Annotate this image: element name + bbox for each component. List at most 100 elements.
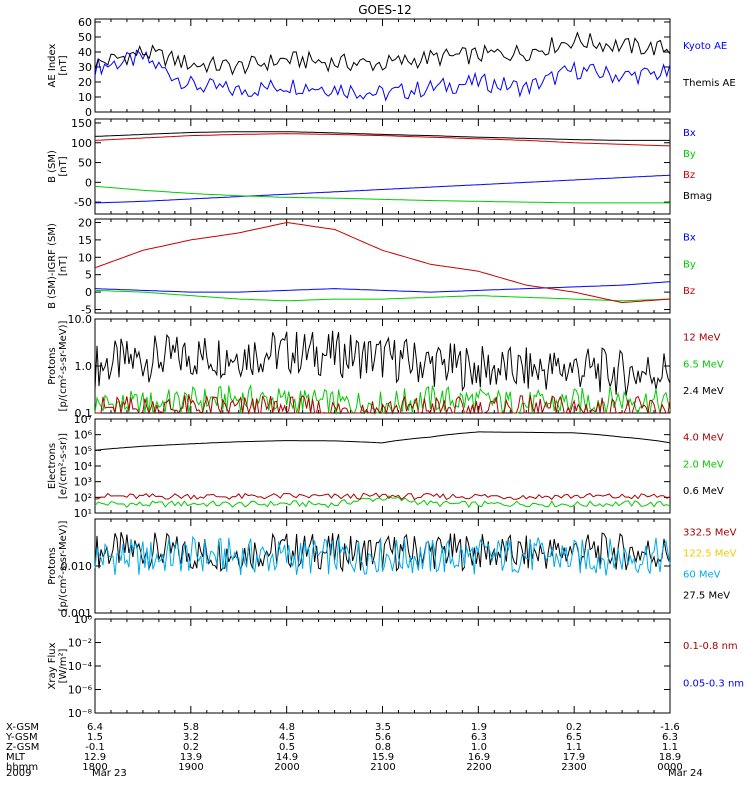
y-axis-label-line: [e/(cm²-s-sr)] [58, 433, 69, 499]
y-axis-label: Xray Flux[W/m²] [47, 642, 69, 689]
y-axis-label-line: Xray Flux [47, 642, 58, 689]
legend-entry: Bz [683, 286, 695, 297]
x-row-value: 12.9 [84, 752, 106, 763]
y-tick-label: 10⁻⁶ [68, 684, 93, 697]
x-row-value: 6.3 [471, 732, 487, 743]
y-axis-label-line: [nT] [58, 156, 69, 176]
y-tick-label: 20 [78, 76, 92, 89]
legend-entry: 332.5 MeV [683, 528, 737, 539]
series-line-bz [94, 221, 671, 304]
y-tick-label: 0.010 [61, 560, 93, 573]
x-axis-table: 2009 Mar 23 Mar 24 X-GSM 6.4 5.8 4.8 3.5 1.9 0… [5, 722, 703, 779]
y-axis-label-line: [W/m²] [58, 648, 69, 683]
series-line-2-4-mev [94, 330, 671, 396]
legend-entry: By [683, 259, 696, 270]
x-row-value: 0.8 [375, 742, 391, 753]
y-tick-label: 10¹ [74, 507, 92, 520]
y-tick-label: 10.0 [68, 313, 93, 326]
y-axis-label: B (SM)[nT] [47, 150, 69, 183]
legend-entry: Bx [683, 128, 696, 139]
panel-frame [94, 618, 671, 714]
y-tick-label: 20 [78, 216, 92, 229]
x-row-value: 1.1 [566, 742, 582, 753]
y-tick-label: 10 [78, 251, 92, 264]
series-line-60-mev [94, 535, 671, 576]
series-line-themis-ae [94, 31, 671, 76]
x-row-value: 3.2 [183, 732, 199, 743]
x-row-value: 0.2 [183, 742, 199, 753]
y-tick-label: 50 [78, 157, 92, 170]
x-row-value: 4.5 [279, 732, 295, 743]
legend-entry: 6.5 MeV [683, 359, 724, 370]
series-line-2-0-mev [94, 495, 671, 509]
y-axis-label: Protons[p/(cm²-s-sr-MeV)] [47, 320, 69, 411]
y-tick-label: 10⁻⁸ [68, 707, 93, 720]
x-row-label: Y-GSM [5, 732, 38, 743]
y-axis-label-line: [p/(cm²-s-sr-MeV)] [58, 520, 69, 611]
series-line-0-6-mev [94, 431, 671, 451]
y-tick-label: 10³ [74, 476, 92, 489]
x-row-value: 0000 [657, 762, 682, 773]
end-date-label: Mar 24 [668, 768, 703, 779]
series-line-4-0-mev [94, 492, 671, 501]
series-line-12-mev [95, 394, 671, 415]
x-row-value: 6.3 [662, 732, 678, 743]
y-tick-label: 50 [78, 31, 92, 44]
y-axis-label: B (SM)-IGRF (SM)[nT] [47, 223, 69, 309]
legend-entry: Kyoto AE [683, 41, 727, 52]
y-axis-label-line: [p/(cm²-s-sr-MeV)] [58, 320, 69, 411]
y-tick-label: 60 [78, 16, 92, 29]
series-line-by [94, 185, 670, 204]
x-row-value: 5.6 [375, 732, 391, 743]
year-label: 2009 [6, 768, 31, 779]
y-tick-label: 10⁷ [74, 413, 92, 426]
y-tick-label: 10² [74, 491, 92, 504]
x-row-label: hhmm [6, 762, 38, 773]
y-axis-label-line: Protons [47, 547, 58, 584]
x-row-value: 6.5 [566, 732, 582, 743]
y-axis-label-line: [nT] [58, 55, 69, 75]
legend-entry: By [683, 149, 696, 160]
y-tick-label: 10⁴ [74, 460, 93, 473]
y-axis-label-line: Protons [47, 347, 58, 384]
legend-entry: Themis AE [682, 78, 736, 89]
y-tick-label: 0 [85, 286, 92, 299]
x-row-value: 17.9 [563, 752, 585, 763]
series-line-6-5-mev [94, 383, 671, 415]
y-tick-label: 10⁰ [74, 613, 93, 626]
y-axis-label: AE Index[nT] [47, 43, 69, 87]
series-line-bx [94, 281, 671, 293]
y-axis-label-line: AE Index [47, 43, 58, 87]
series-line-by [94, 289, 671, 302]
x-row-value: 1800 [82, 762, 107, 773]
x-row-value: 1.9 [471, 722, 487, 733]
y-axis-label-line: Electrons [47, 443, 58, 489]
y-axis-label: Electrons[e/(cm²-s-sr)] [47, 433, 69, 499]
x-row-value: 2200 [466, 762, 491, 773]
y-tick-label: 10⁶ [74, 429, 93, 442]
y-tick-label: 100 [71, 137, 92, 150]
x-row-value: 16.9 [468, 752, 490, 763]
y-tick-label: 0 [85, 176, 92, 189]
x-row-value: 4.8 [279, 722, 295, 733]
x-row-value: 6.4 [87, 722, 103, 733]
x-row-value: 14.9 [276, 752, 298, 763]
series-line-bmag [94, 131, 670, 141]
start-date-label: Mar 23 [92, 768, 127, 779]
x-row-value: 2000 [274, 762, 299, 773]
x-row-label: Z-GSM [6, 742, 39, 753]
x-row-value: 1.0 [471, 742, 487, 753]
x-row-value: 5.8 [183, 722, 199, 733]
legend-entry: 122.5 MeV [683, 549, 737, 560]
x-row-value: 1.5 [87, 732, 103, 743]
panel-1: 0 10 20 30 40 50 60 AE Index[nT] Kyoto AE Themis … [47, 16, 736, 119]
x-row-value: 2100 [370, 762, 395, 773]
y-tick-label: 10⁻⁴ [68, 660, 93, 673]
x-row-label: MLT [6, 752, 26, 763]
legend-entry: Bmag [683, 191, 712, 202]
panel-7: 10⁻⁸ 10⁻⁶ 10⁻⁴ 10⁻² 10⁰ Xray Flux[W/m²] 0.1-0.… [47, 613, 744, 720]
